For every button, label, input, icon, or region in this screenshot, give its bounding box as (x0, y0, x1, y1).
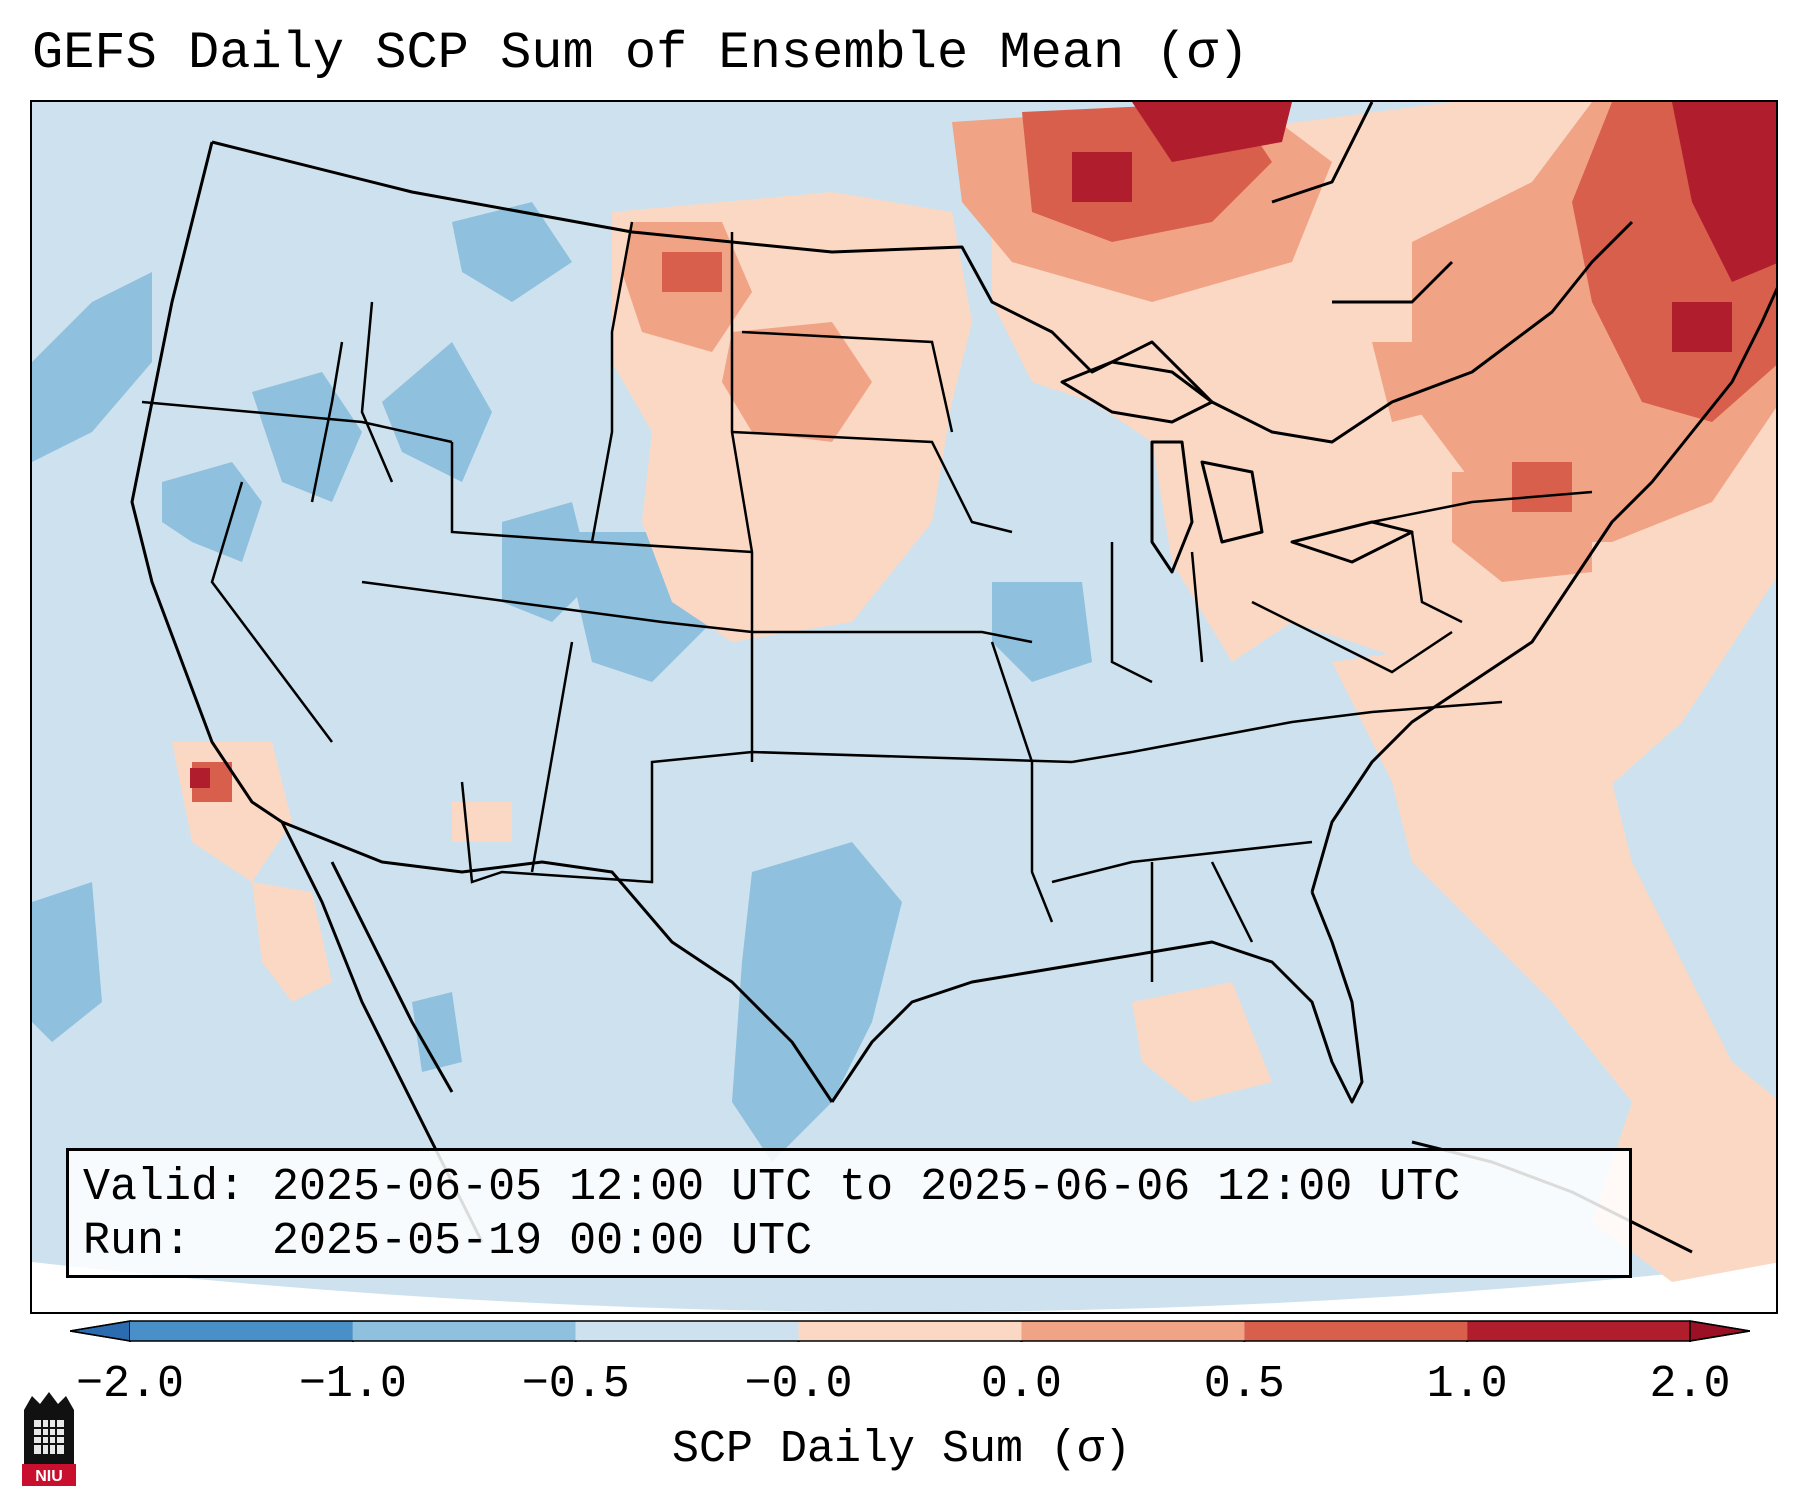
colorbar-segment (575, 1321, 799, 1341)
run-line: Run: 2025-05-19 00:00 UTC (83, 1215, 1615, 1269)
niu-logo: NIU (20, 1390, 78, 1488)
logo-text: NIU (35, 1468, 63, 1485)
colorbar-tick-label: −0.5 (521, 1359, 630, 1410)
colorbar-segment (1467, 1321, 1690, 1341)
state-borders (141, 221, 1593, 982)
info-box: Valid: 2025-06-05 12:00 UTC to 2025-06-0… (66, 1148, 1632, 1278)
valid-line: Valid: 2025-06-05 12:00 UTC to 2025-06-0… (83, 1161, 1615, 1215)
colorbar-tick-label: 0.5 (1203, 1359, 1285, 1410)
niu-tower-icon: NIU (22, 1392, 76, 1486)
colorbar-svg (69, 1320, 1751, 1342)
run-value: 2025-05-19 00:00 UTC (272, 1216, 813, 1267)
map-panel (30, 100, 1778, 1314)
colorbar-segment (798, 1321, 1022, 1341)
colorbar-tick-label: −2.0 (75, 1359, 185, 1410)
colorbar-label: SCP Daily Sum (σ) (671, 1424, 1132, 1475)
colorbar-tick-label: 1.0 (1426, 1359, 1508, 1410)
colorbar-extend-high (1689, 1320, 1751, 1342)
valid-value: 2025-06-05 12:00 UTC to 2025-06-06 12:00… (272, 1162, 1461, 1213)
colorbar-tick-label: −0.0 (744, 1359, 853, 1410)
colorbar-segment (130, 1321, 353, 1341)
positive-anomaly-patches-extreme (190, 102, 1776, 788)
scp-map (32, 102, 1776, 1312)
valid-label: Valid: (83, 1162, 246, 1213)
colorbar-segment (1021, 1321, 1245, 1341)
colorbar-segment (1244, 1321, 1468, 1341)
colorbar (69, 1320, 1751, 1342)
colorbar-ticks: −2.0 −1.0 −0.5 −0.0 0.0 0.5 1.0 2.0 (0, 1360, 1803, 1420)
projection-edge (32, 1262, 1776, 1312)
colorbar-tick-label: 2.0 (1649, 1359, 1731, 1410)
negative-anomaly-patches (32, 202, 1092, 1162)
colorbar-tick-label: 0.0 (980, 1359, 1062, 1410)
run-label: Run: (83, 1216, 192, 1267)
colorbar-extend-low (69, 1320, 131, 1342)
chart-title: GEFS Daily SCP Sum of Ensemble Mean (σ) (32, 24, 1249, 83)
colorbar-tick-label: −1.0 (298, 1359, 407, 1410)
colorbar-segment (352, 1321, 576, 1341)
